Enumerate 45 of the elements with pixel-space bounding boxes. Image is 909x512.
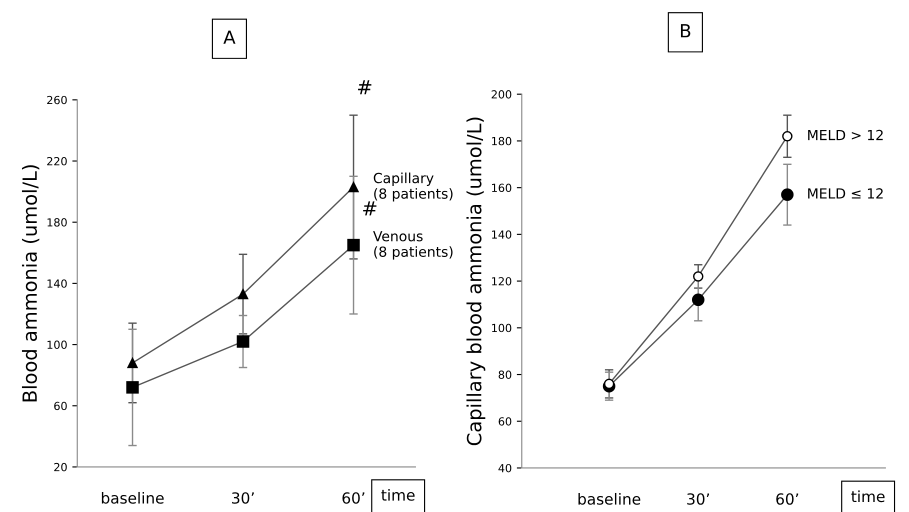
point bbox=[348, 182, 359, 192]
y-tick-label: 180 bbox=[492, 136, 512, 146]
x-axis-title: time bbox=[381, 488, 415, 501]
y-tick-label: 200 bbox=[492, 90, 512, 99]
y-tick-label: 220 bbox=[47, 157, 67, 166]
text: # bbox=[358, 80, 372, 94]
point bbox=[781, 188, 794, 201]
chart-title: B bbox=[680, 24, 690, 38]
series-label: MELD > 12 bbox=[808, 130, 883, 140]
y-tick-label: 120 bbox=[492, 277, 512, 286]
y-tick-label: 100 bbox=[48, 340, 67, 349]
y-tick-label: 140 bbox=[492, 230, 512, 239]
point bbox=[782, 131, 793, 142]
x-tick-label: baseline bbox=[578, 492, 640, 505]
x-axis-title: time bbox=[851, 490, 885, 502]
y-tick-label: 80 bbox=[498, 370, 512, 379]
y-tick-label: 180 bbox=[48, 218, 67, 227]
x-tick-label: 60’ bbox=[342, 492, 364, 504]
x-tick-label: 30’ bbox=[687, 493, 710, 505]
y-tick-label: 40 bbox=[498, 464, 512, 472]
y-tick-label: 100 bbox=[492, 324, 512, 332]
series-label: Capillary (8 patients) bbox=[374, 172, 453, 202]
annotation: # bbox=[363, 201, 376, 216]
point bbox=[693, 271, 704, 282]
chart-title: A bbox=[223, 30, 236, 44]
y-tick-label: 160 bbox=[492, 184, 512, 192]
y-axis-title: Capillary blood ammonia (umol/L) bbox=[466, 118, 486, 446]
point bbox=[604, 378, 614, 390]
point bbox=[236, 335, 250, 348]
point bbox=[126, 381, 139, 394]
point bbox=[127, 358, 138, 368]
point bbox=[692, 294, 704, 306]
y-tick-label: 60 bbox=[498, 417, 512, 426]
series-label: Venous (8 patients) bbox=[373, 231, 453, 260]
point bbox=[238, 288, 248, 300]
series-label: MELD ≤ 12 bbox=[808, 188, 883, 198]
y-tick-label: 60 bbox=[54, 402, 67, 410]
point bbox=[347, 238, 360, 252]
y-axis-title: Blood ammonia (umol/L) bbox=[22, 165, 40, 402]
y-tick-label: 20 bbox=[54, 462, 67, 472]
x-tick-label: 30’ bbox=[232, 492, 254, 504]
y-tick-label: 260 bbox=[47, 96, 67, 104]
x-tick-label: 60’ bbox=[776, 493, 798, 505]
x-tick-label: baseline bbox=[102, 492, 164, 504]
y-tick-label: 140 bbox=[48, 279, 67, 288]
